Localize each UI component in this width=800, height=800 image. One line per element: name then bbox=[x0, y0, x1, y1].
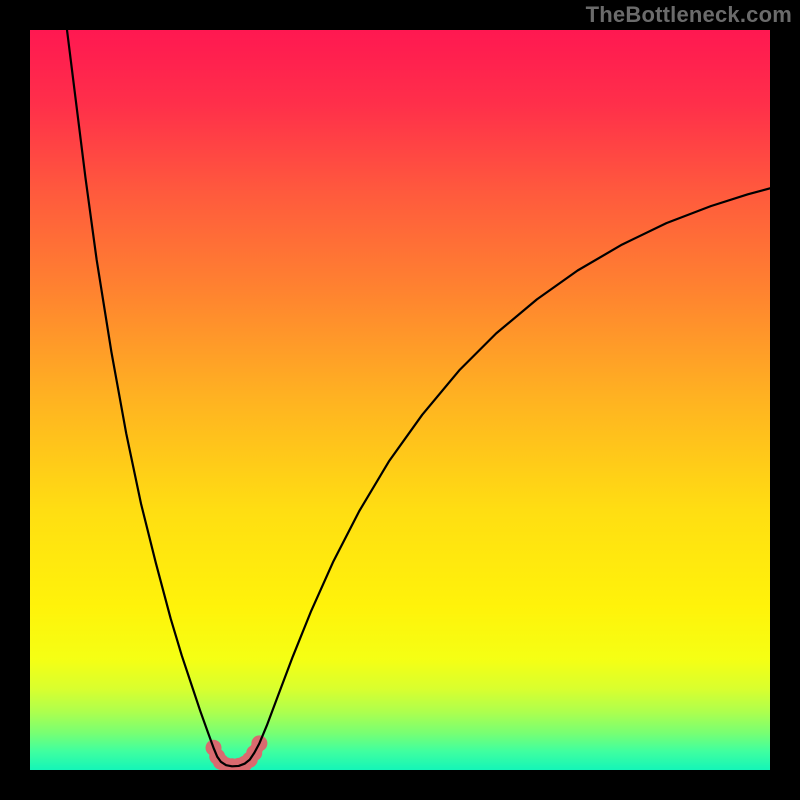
plot-svg bbox=[30, 30, 770, 770]
plot-area bbox=[30, 30, 770, 770]
attribution-text: TheBottleneck.com bbox=[586, 2, 792, 28]
chart-wrapper: TheBottleneck.com bbox=[0, 0, 800, 800]
plot-background bbox=[30, 30, 770, 770]
